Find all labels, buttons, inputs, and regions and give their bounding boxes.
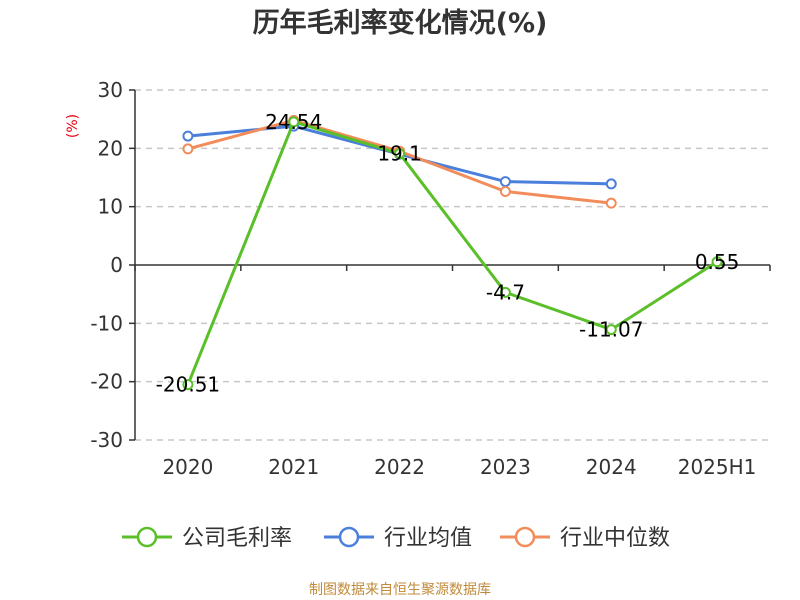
y-tick-label: -10	[90, 311, 123, 335]
series-line-0	[186, 120, 718, 386]
legend-swatch-marker	[338, 526, 360, 548]
x-tick-label: 2025H1	[678, 455, 757, 479]
legend-label: 行业中位数	[560, 526, 670, 551]
data-point	[182, 143, 194, 155]
x-tick-label: 2020	[162, 455, 213, 479]
data-point	[605, 178, 617, 190]
legend-item: 行业中位数	[500, 526, 670, 551]
data-labels: -20.51 24.54 19.1 -4.7 -11.07 0.55	[156, 110, 740, 397]
data-label: -20.51	[156, 373, 220, 397]
data-point	[394, 148, 406, 160]
y-tick-labels: 30 20 10 0 -10 -20 -30	[90, 78, 123, 452]
y-tick-label: 30	[98, 78, 123, 102]
legend: 公司毛利率 行业均值 行业中位数	[122, 526, 670, 551]
x-tick-label: 2022	[374, 455, 425, 479]
y-tick-label: 20	[98, 136, 123, 160]
x-tick-label: 2024	[586, 455, 637, 479]
data-point	[499, 176, 511, 188]
axes	[129, 89, 771, 441]
y-tick-label: -20	[90, 370, 123, 394]
x-tick-labels: 2020 2021 2022 2023 2024 2025H1	[162, 455, 756, 479]
legend-label: 行业均值	[384, 526, 472, 551]
data-point	[182, 130, 194, 142]
data-point	[499, 286, 511, 298]
data-label: -11.07	[579, 318, 643, 342]
legend-swatch-marker	[136, 526, 158, 548]
y-tick-label: -30	[90, 428, 123, 452]
chart-title: 历年毛利率变化情况(%)	[253, 7, 548, 39]
data-point	[182, 379, 194, 391]
data-label: 0.55	[695, 250, 740, 274]
x-tick-label: 2021	[268, 455, 319, 479]
y-tick-label: 10	[98, 195, 123, 219]
legend-item: 行业均值	[324, 526, 472, 551]
data-label: -4.7	[486, 280, 525, 304]
legend-label: 公司毛利率	[182, 526, 292, 551]
x-tick-label: 2023	[480, 455, 531, 479]
data-point	[499, 186, 511, 197]
data-label: 24.54	[265, 110, 322, 134]
series-lines	[182, 114, 723, 391]
legend-item: 公司毛利率	[122, 526, 292, 551]
legend-swatch-marker	[514, 526, 536, 548]
y-tick-label: 0	[110, 253, 123, 277]
gridlines	[135, 89, 770, 441]
data-point	[288, 116, 300, 128]
y-axis-label: (%)	[65, 114, 81, 138]
data-point	[605, 197, 617, 209]
data-point	[711, 256, 723, 268]
source-note: 制图数据来自恒生聚源数据库	[309, 582, 491, 598]
data-point	[605, 324, 617, 336]
data-label: 19.1	[377, 142, 422, 166]
